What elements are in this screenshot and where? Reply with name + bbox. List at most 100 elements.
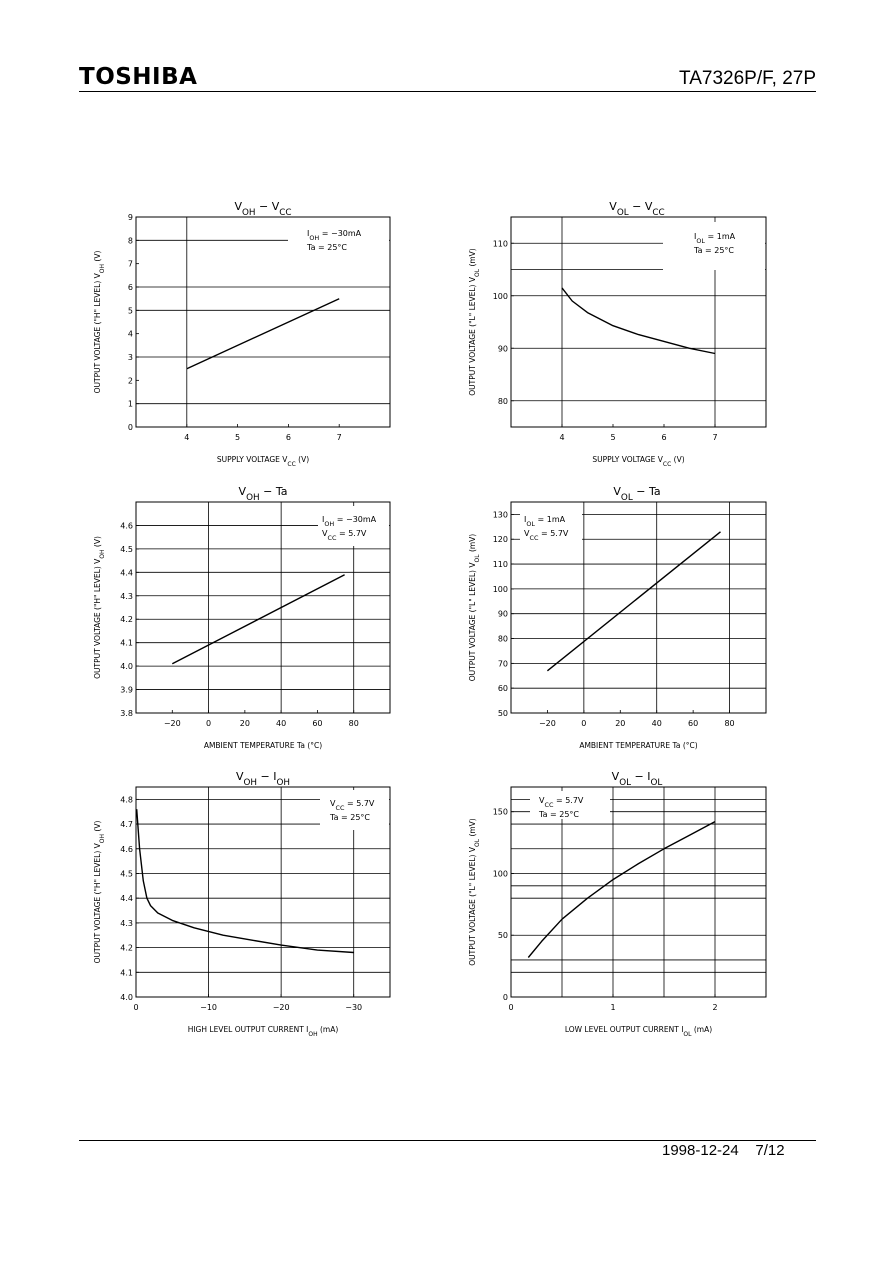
series-line — [561, 287, 716, 355]
plot-frame — [135, 786, 391, 998]
y-axis-label-part: OUTPUT VOLTAGE ("H" LEVEL) V — [93, 842, 102, 963]
x-axis-label-part: SUPPLY VOLTAGE V — [592, 455, 663, 464]
y-tick-label: 90 — [498, 344, 508, 353]
x-tick-label: 60 — [312, 719, 322, 728]
y-axis-label-part: (mV) — [468, 818, 477, 839]
y-tick-label: 4.6 — [120, 521, 133, 530]
condition-box — [288, 222, 389, 264]
condition-text-part: = −30mA — [319, 229, 361, 238]
x-tick-label: 0 — [581, 719, 586, 728]
chart-title-part: − I — [631, 770, 650, 783]
condition-text: IOH = −30mA — [307, 229, 362, 242]
chart-title-part: V — [236, 770, 244, 783]
chart-title: VOL − IOL — [612, 770, 663, 788]
condition-text-part: OL — [696, 237, 705, 245]
y-axis-label-part: OUTPUT VOLTAGE ("H" LEVEL) V — [93, 272, 102, 393]
chart-5: 0 −10 −20 −304.04.14.24.34.44.54.64.74.8VOH… — [93, 770, 391, 1038]
chart-title-part: OL — [621, 493, 633, 503]
chart-title-part: − Ta — [260, 485, 288, 498]
x-tick-label: 4 — [184, 433, 189, 442]
x-tick-label: 0 — [206, 719, 211, 728]
chart-title-part: CC — [652, 208, 664, 218]
chart-title-part: V — [234, 200, 242, 213]
x-tick-label: 80 — [724, 719, 734, 728]
y-axis-label-part: OUTPUT VOLTAGE ("L" LEVEL) V — [468, 846, 477, 966]
condition-text: IOH = −30mA — [322, 515, 377, 528]
y-tick-label: 100 — [493, 292, 508, 301]
x-tick-label: 20 — [615, 719, 625, 728]
y-tick-label: 5 — [128, 306, 133, 315]
x-tick-label: −30 — [345, 1003, 362, 1012]
chart-title: VOL − Ta — [613, 485, 660, 503]
condition-text-part: = 5.7V — [553, 796, 584, 805]
y-axis-label: OUTPUT VOLTAGE ("H" LEVEL) VOH (V) — [93, 821, 106, 964]
x-axis-label-part: HIGH LEVEL OUTPUT CURRENT I — [188, 1025, 309, 1034]
condition-text: Ta = 25°C — [693, 246, 734, 255]
series-line — [527, 820, 716, 958]
x-axis-label-part: (V) — [671, 455, 684, 464]
y-tick-label: 0 — [503, 993, 508, 1002]
y-tick-label: 150 — [493, 808, 508, 817]
chart-title-part: V — [239, 485, 247, 498]
chart-title: VOL − VCC — [609, 200, 664, 218]
x-tick-label: 6 — [661, 433, 666, 442]
x-axis-label: AMBIENT TEMPERATURE Ta (°C) — [204, 741, 322, 750]
condition-text-part: V — [539, 796, 545, 805]
condition-text-part: I — [322, 515, 324, 524]
plot-frame — [135, 501, 391, 714]
x-axis-label: AMBIENT TEMPERATURE Ta (°C) — [579, 741, 697, 750]
series-line — [171, 574, 345, 665]
condition-text: VCC = 5.7V — [322, 529, 367, 542]
y-tick-label: 4.7 — [120, 820, 133, 829]
chart-title-part: V — [613, 485, 621, 498]
y-tick-label: 4.3 — [120, 592, 133, 601]
brand-logo: TOSHIBA — [79, 64, 198, 90]
y-tick-label: 4.1 — [120, 639, 133, 648]
y-axis-label: OUTPUT VOLTAGE ("L" LEVEL) VOL (mV) — [468, 818, 481, 966]
condition-text-part: = −30mA — [334, 515, 376, 524]
y-tick-label: 3 — [128, 353, 133, 362]
x-tick-label: 40 — [276, 719, 286, 728]
x-tick-label: 2 — [712, 1003, 717, 1012]
chart-title: VOH − VCC — [234, 200, 291, 218]
chart-title-part: OL — [651, 778, 663, 788]
y-axis-label: OUTPUT VOLTAGE ("H" LEVEL) VOH (V) — [93, 251, 106, 394]
x-axis-label-part: OL — [683, 1031, 692, 1038]
y-tick-label: 4.8 — [120, 795, 133, 804]
x-axis-label-part: LOW LEVEL OUTPUT CURRENT I — [565, 1025, 684, 1034]
x-tick-label: −20 — [273, 1003, 290, 1012]
x-axis-label-part: OH — [308, 1031, 317, 1038]
condition-text-part: = 5.7V — [538, 529, 569, 538]
x-tick-label: 4 — [559, 433, 564, 442]
y-tick-label: 130 — [493, 510, 508, 519]
chart-3: −20 0 20 40 60 80 3.8 3.9 4.0 4.1 4.2 4.3 4.4 4.5 4.6 V… — [93, 485, 391, 750]
condition-text-part: = 1mA — [535, 515, 566, 524]
condition-box — [320, 790, 389, 830]
chart-title: VOH − Ta — [239, 485, 288, 503]
condition-box — [520, 506, 582, 546]
chart-title-part: V — [609, 200, 617, 213]
condition-text-part: CC — [327, 534, 336, 542]
chart-title-part: OH — [277, 778, 291, 788]
y-tick-label: 4.4 — [120, 568, 133, 577]
footer-date: 1998-12-24 — [662, 1142, 739, 1159]
condition-text-part: Ta = 25°C — [306, 243, 347, 252]
y-axis-label-part: (mV) — [468, 534, 477, 555]
chart-title-part: − V — [256, 200, 280, 213]
x-axis-label-part: SUPPLY VOLTAGE V — [217, 455, 288, 464]
y-tick-label: 3.9 — [120, 686, 133, 695]
header-rule — [79, 91, 816, 92]
y-tick-label: 8 — [128, 236, 133, 245]
y-tick-label: 3.8 — [120, 709, 133, 718]
y-axis-label-part: OL — [474, 268, 481, 277]
y-tick-label: 9 — [128, 213, 133, 222]
condition-text-part: Ta = 25°C — [693, 246, 734, 255]
x-axis-label-part: AMBIENT TEMPERATURE Ta — [579, 741, 680, 750]
y-axis-label-part: OUTPUT VOLTAGE ("L" LEVEL) V — [468, 562, 477, 682]
y-axis-label-part: OH — [99, 264, 106, 273]
x-tick-label: −10 — [200, 1003, 217, 1012]
chart-title-part: OH — [242, 208, 256, 218]
y-axis-label-part: OL — [474, 554, 481, 563]
